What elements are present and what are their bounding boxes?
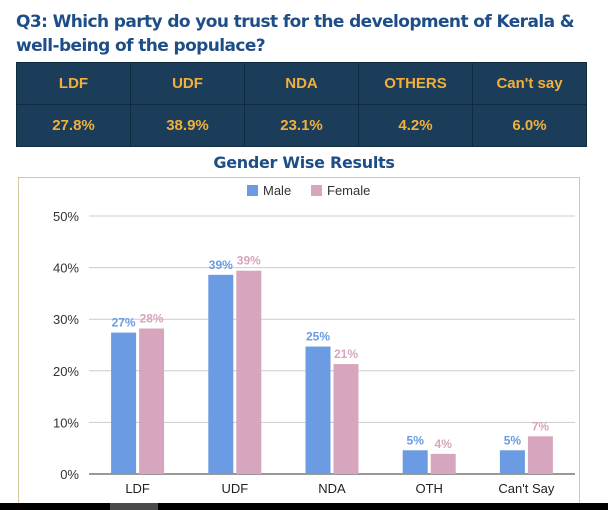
data-label: 28% [140,311,164,325]
bar [139,328,165,474]
bar [527,436,553,474]
table-value-cell: 38.9% [130,104,245,147]
x-tick-label: UDF [221,481,248,496]
bottom-strip [0,503,608,510]
bar [208,274,234,474]
y-tick-label: 30% [53,312,79,327]
table-value-cell: 27.8% [16,104,131,147]
table-header-cell: UDF [130,62,245,105]
legend-label: Male [263,183,291,198]
x-tick-label: LDF [125,481,150,496]
data-label: 4% [435,437,453,451]
data-label: 39% [237,254,261,268]
table-header-cell: NDA [244,62,359,105]
y-tick-label: 10% [53,415,79,430]
y-tick-label: 40% [53,261,79,276]
bar [333,364,359,474]
table-header-cell: Can't say [472,62,587,105]
chart-frame: 0% 10% 20% 30% 40% 50% Male Female LDF 27% 28% UDF 3… [18,177,580,507]
data-label: 5% [407,433,425,447]
table-value-cell: 6.0% [472,104,587,147]
scroll-thumb[interactable] [110,503,158,510]
data-label: 25% [306,330,330,344]
data-label: 27% [112,316,136,330]
summary-table: LDF UDF NDA OTHERS Can't say 27.8% 38.9%… [16,62,587,147]
data-label: 21% [334,347,358,361]
question-text: Q3: Which party do you trust for the dev… [16,12,575,56]
table-value-cell: 4.2% [358,104,473,147]
bar [305,346,331,474]
x-tick-label: Can't Say [498,481,554,496]
table-header-cell: OTHERS [358,62,473,105]
data-label: 39% [209,258,233,272]
bar [111,332,137,474]
table-value-cell: 23.1% [244,104,359,147]
bar [236,270,262,474]
bar [402,450,428,474]
y-tick-label: 0% [60,467,79,482]
table-value-row: 27.8% 38.9% 23.1% 4.2% 6.0% [16,104,587,147]
legend-swatch [247,185,258,196]
bar [430,453,456,474]
data-label: 5% [504,433,522,447]
legend-swatch [311,185,322,196]
y-tick-label: 20% [53,364,79,379]
table-header-row: LDF UDF NDA OTHERS Can't say [16,62,587,105]
y-tick-label: 50% [53,209,79,224]
x-tick-label: NDA [318,481,346,496]
table-header-cell: LDF [16,62,131,105]
legend-label: Female [327,183,370,198]
data-label: 7% [532,419,550,433]
bar [499,450,525,474]
bar-chart: 0% 10% 20% 30% 40% 50% Male Female LDF 27% 28% UDF 3… [53,183,575,496]
x-tick-label: OTH [415,481,442,496]
chart-title: Gender Wise Results [213,153,395,172]
